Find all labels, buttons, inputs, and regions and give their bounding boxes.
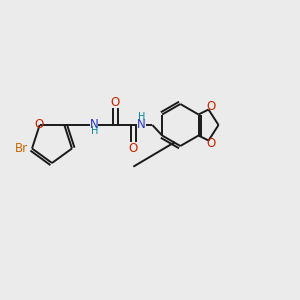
Text: N: N bbox=[137, 118, 146, 130]
Text: O: O bbox=[206, 137, 215, 150]
Text: N: N bbox=[90, 118, 99, 130]
Text: H: H bbox=[91, 126, 98, 136]
Text: O: O bbox=[111, 95, 120, 109]
Text: O: O bbox=[206, 100, 215, 113]
Text: H: H bbox=[138, 112, 145, 122]
Text: O: O bbox=[34, 118, 43, 130]
Text: O: O bbox=[129, 142, 138, 154]
Text: Br: Br bbox=[14, 142, 28, 155]
